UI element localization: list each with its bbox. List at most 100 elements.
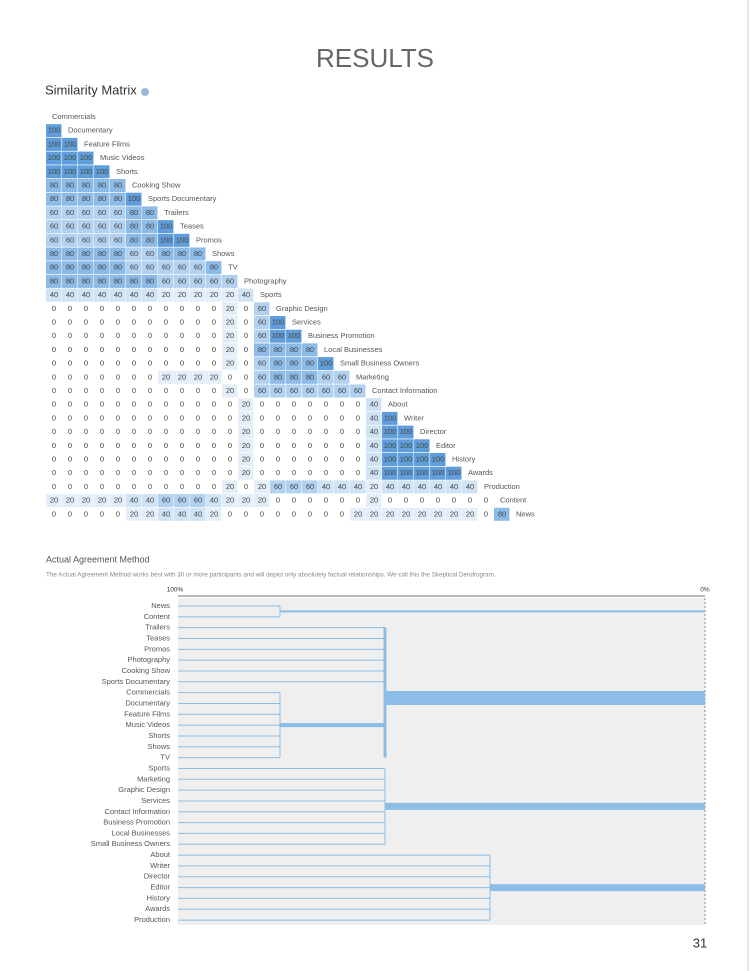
cell-value: 0: [68, 372, 72, 381]
cell-bg: [222, 316, 238, 329]
cell-bg: [62, 494, 78, 508]
cell-bg: [142, 274, 158, 288]
info-icon[interactable]: [141, 88, 149, 96]
cell-value: 60: [114, 222, 122, 231]
cell-value: 100: [64, 139, 77, 148]
cell-bg: [94, 261, 110, 275]
cell-value: 40: [178, 509, 186, 518]
cell-value: 0: [132, 441, 136, 450]
cell-value: 80: [66, 249, 74, 258]
cell-bg: [398, 507, 414, 521]
cell-value: 0: [180, 400, 184, 409]
cell-value: 0: [340, 441, 344, 450]
cell-bg: [270, 357, 286, 371]
cell-bg: [190, 274, 206, 288]
cell-value: 80: [210, 263, 218, 272]
cell-bg: [398, 466, 414, 480]
cell-bg: [78, 220, 94, 234]
cell-bg: [78, 494, 94, 508]
item-label: Production: [484, 482, 520, 491]
cell-value: 0: [244, 359, 248, 368]
cell-value: 0: [164, 345, 168, 354]
cell-value: 0: [84, 372, 88, 381]
cell-value: 0: [228, 400, 232, 409]
cell-value: 80: [306, 359, 314, 368]
cell-bg: [414, 439, 430, 453]
cell-value: 60: [178, 496, 186, 505]
cell-bg: [62, 247, 78, 261]
cell-value: 80: [82, 180, 90, 189]
cell-value: 0: [228, 468, 232, 477]
cell-value: 60: [210, 276, 218, 285]
cell-value: 20: [258, 482, 266, 491]
cell-value: 0: [276, 509, 280, 518]
cell-bg: [334, 480, 350, 494]
cell-value: 0: [116, 331, 120, 340]
cell-value: 0: [180, 345, 184, 354]
cell-bg: [78, 274, 94, 288]
item-label: Awards: [468, 468, 493, 477]
cell-value: 20: [370, 482, 378, 491]
cell-value: 0: [228, 427, 232, 436]
cell-bg: [46, 124, 62, 138]
cell-value: 100: [400, 427, 413, 436]
cell-value: 0: [132, 482, 136, 491]
cell-value: 0: [468, 496, 472, 505]
cell-value: 80: [114, 180, 122, 189]
cell-value: 0: [100, 331, 104, 340]
cell-value: 100: [432, 468, 445, 477]
cell-bg: [110, 233, 126, 247]
cell-value: 60: [82, 235, 90, 244]
cell-bg: [78, 233, 94, 247]
cell-value: 0: [212, 331, 216, 340]
cell-value: 40: [434, 482, 442, 491]
cell-value: 80: [98, 263, 106, 272]
cell-bg: [446, 480, 462, 494]
cell-bg: [318, 384, 334, 398]
cell-value: 0: [148, 482, 152, 491]
cell-bg: [110, 220, 126, 234]
cell-bg: [78, 206, 94, 220]
cell-value: 60: [194, 276, 202, 285]
cell-value: 0: [276, 427, 280, 436]
item-label: Cooking Show: [132, 180, 181, 189]
cell-value: 0: [52, 413, 56, 422]
cell-value: 20: [162, 290, 170, 299]
cell-value: 0: [132, 386, 136, 395]
cell-value: 100: [80, 167, 93, 176]
leaf-label: Graphic Design: [118, 785, 170, 794]
cell-value: 0: [116, 400, 120, 409]
cell-value: 80: [66, 194, 74, 203]
cell-value: 0: [132, 317, 136, 326]
cell-value: 80: [146, 276, 154, 285]
cell-value: 80: [290, 359, 298, 368]
cell-bg: [142, 494, 158, 508]
cell-value: 20: [50, 496, 58, 505]
cell-value: 0: [132, 331, 136, 340]
cell-value: 20: [418, 509, 426, 518]
cell-bg: [350, 384, 366, 398]
cell-value: 0: [164, 317, 168, 326]
cell-bg: [78, 288, 94, 302]
cell-value: 60: [66, 208, 74, 217]
cell-value: 60: [258, 359, 266, 368]
cell-value: 0: [68, 400, 72, 409]
cell-value: 0: [212, 413, 216, 422]
cell-bg: [366, 453, 382, 466]
cell-bg: [158, 247, 174, 261]
cell-value: 0: [308, 413, 312, 422]
cell-bg: [46, 247, 62, 261]
cell-value: 0: [292, 509, 296, 518]
cell-value: 0: [340, 454, 344, 463]
cell-value: 0: [100, 359, 104, 368]
cell-value: 100: [288, 331, 301, 340]
cell-bg: [382, 466, 398, 480]
cell-value: 0: [212, 304, 216, 313]
cell-value: 60: [194, 496, 202, 505]
cell-value: 60: [322, 372, 330, 381]
cell-value: 0: [100, 468, 104, 477]
cell-value: 0: [356, 496, 360, 505]
cell-value: 100: [64, 167, 77, 176]
cell-bg: [46, 233, 62, 247]
cell-value: 0: [244, 509, 248, 518]
